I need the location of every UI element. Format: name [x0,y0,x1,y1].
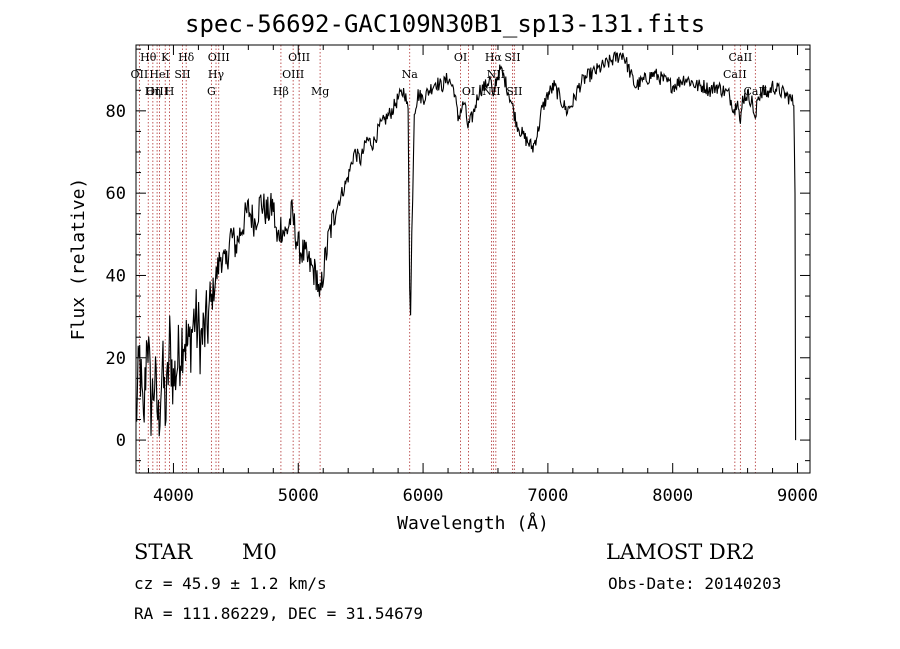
x-tick-label: 8000 [652,486,693,506]
spectral-line-label: OI [454,51,467,64]
spectral-line-label: OII [131,68,149,81]
spectral-line-label: HeI [149,68,169,81]
object-type: STAR [134,540,193,564]
subclass: M0 [242,540,277,564]
spectral-line-label: Hθ [140,51,157,64]
spectral-line-label: SII [506,85,522,98]
spectral-line-label: SII [504,51,520,64]
coordinates: RA = 111.86229, DEC = 31.54679 [134,604,423,623]
spectral-line-label: NII [487,68,505,81]
spectral-line-label: G [207,85,216,98]
chart-title: spec-56692-GAC109N30B1_sp13-131.fits [185,10,706,38]
x-tick-label: 7000 [527,486,568,506]
spectral-line-label: Hβ [273,85,289,98]
survey-name: LAMOST DR2 [606,540,755,564]
line-markers: Hθ OII OIII K H HeI Hη SII Hδ G Hγ OIII Hβ OIII OIII Mg… [131,45,767,473]
spectral-line-label: Hγ [208,68,225,81]
plot-area [135,51,797,441]
y-tick-label: 20 [106,349,126,369]
spectral-line-label: SII [174,68,190,81]
spectral-line-label: K [161,51,170,64]
x-tick-label: 9000 [777,486,818,506]
spectral-line-label: OIII [146,85,168,98]
spectral-line-label: OIII [288,51,310,64]
y-tick-label: 40 [106,266,126,286]
y-tick-label: 80 [106,102,126,122]
x-tick-label: 4000 [153,486,194,506]
spectral-line-label: OIII [208,51,230,64]
y-axis-label: Flux (relative) [68,178,89,341]
x-tick-label: 5000 [278,486,319,506]
spectral-line-label: OIII [282,68,304,81]
spectral-line-label: Mg [311,85,329,98]
spectral-line-label: OI [462,85,475,98]
axes: 4000 5000 6000 7000 8000 9000 0 20 40 60 80 Wavelen… [68,45,818,534]
spectral-line-label: H [165,85,175,98]
spectrum-series-line [135,51,797,441]
y-tick-label: 0 [116,431,126,451]
x-axis-label: Wavelength (Å) [397,512,549,534]
spectral-line-label: Hδ [178,51,195,64]
spectral-line-label: Hα [485,51,503,64]
y-tick-label: 60 [106,184,126,204]
obs-date: Obs-Date: 20140203 [608,574,782,593]
redshift-text: cz = 45.9 ± 1.2 km/s [134,574,327,593]
plot-frame [135,44,811,474]
x-tick-label: 6000 [403,486,444,506]
spectral-line-label: Na [402,68,419,81]
spectral-line-label: CaII [723,68,747,81]
spectral-line-label: Hη [145,85,161,98]
spectral-line-label: CaII [729,51,753,64]
